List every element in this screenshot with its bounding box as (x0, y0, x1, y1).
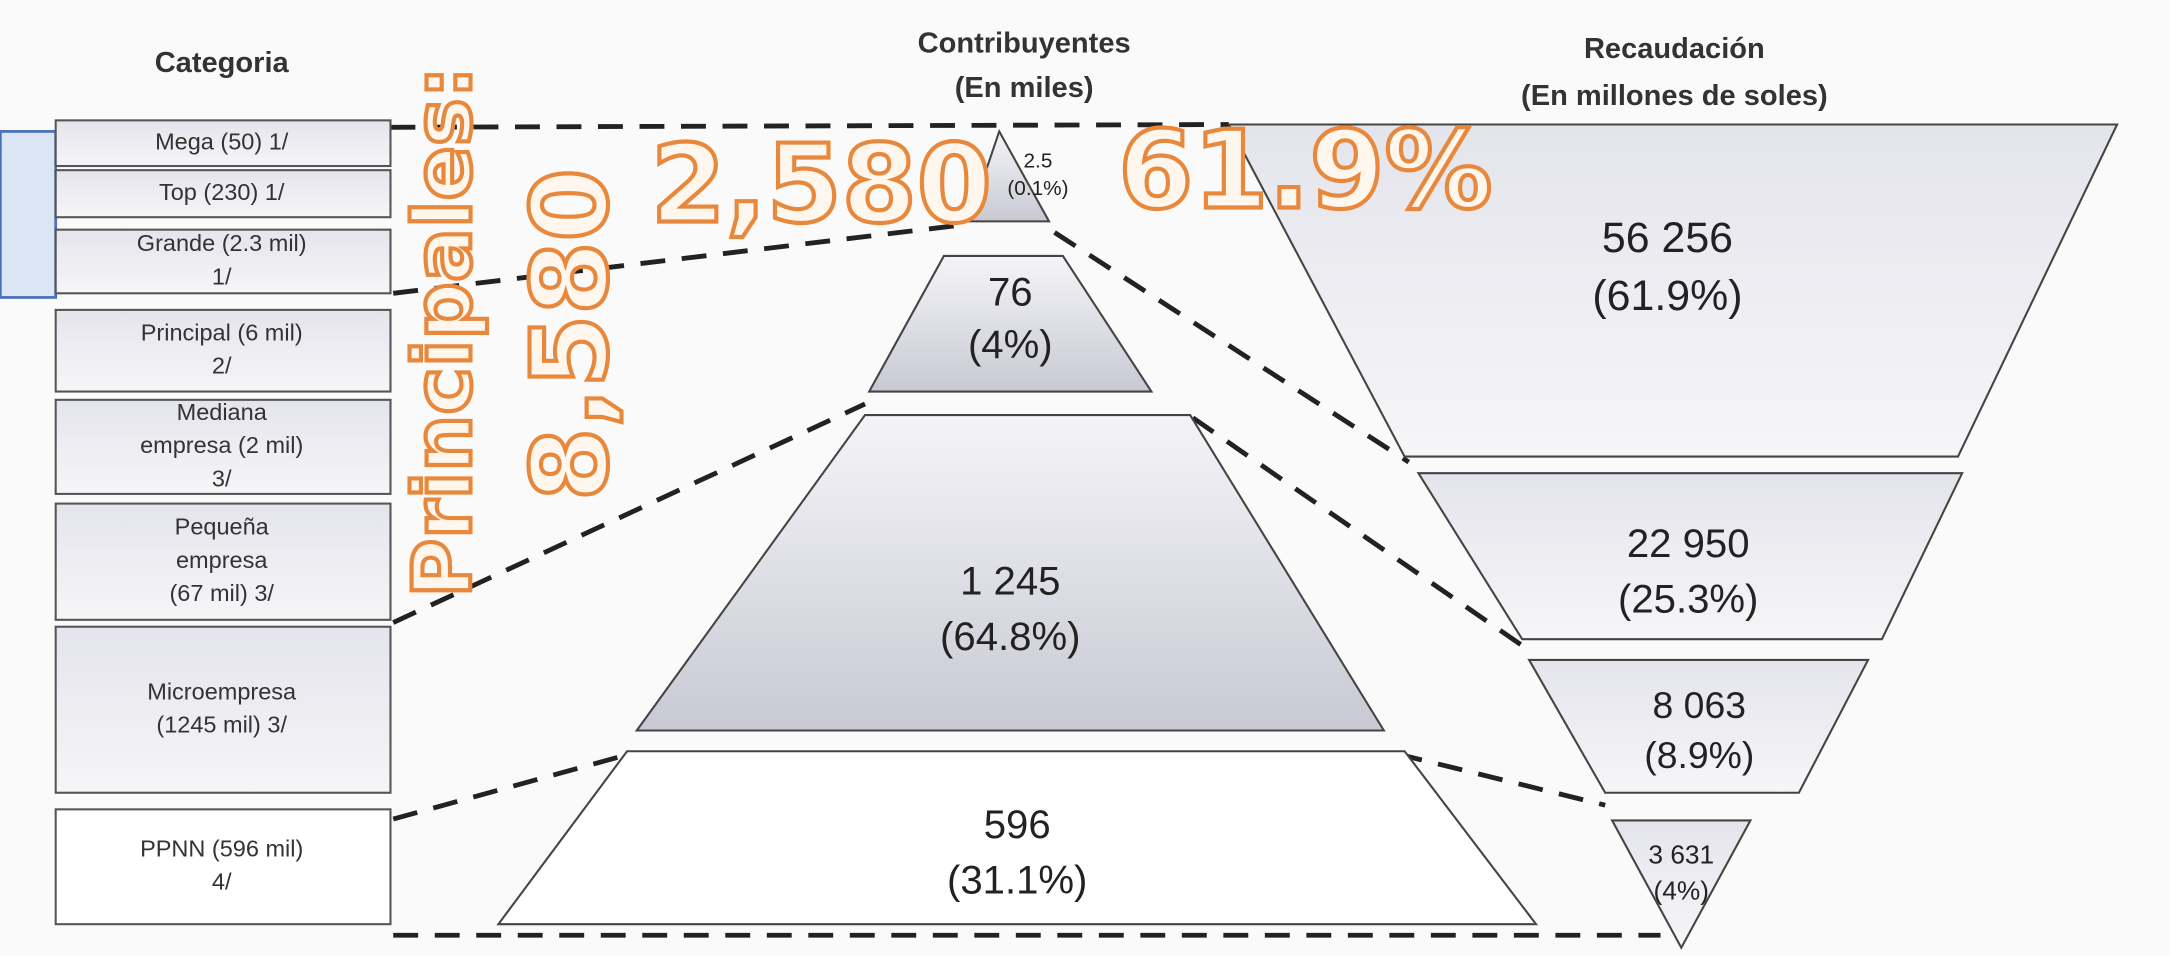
overlay-principales-label: Principales: (397, 66, 490, 597)
revenue-subheader: (En millones de soles) (1521, 80, 1828, 112)
funnel-label: 56 256 (61.9%) (1592, 214, 1742, 320)
revenue-header: Recaudación (1584, 33, 1765, 65)
category-label: Pequeña (175, 514, 270, 540)
pyramid-text: (0.1%) (1007, 177, 1068, 200)
pyramid-text: 76 (988, 269, 1033, 314)
category-box (54, 308, 392, 393)
category-label: Microempresa (147, 678, 297, 704)
funnel-text: (8.9%) (1644, 734, 1754, 776)
taxpayers-header: Contribuyentes (918, 28, 1131, 60)
pyramid-segment (496, 750, 1539, 926)
category-header: Categoria (155, 47, 290, 79)
category-label: Mediana (177, 399, 268, 425)
category-label: empresa (2 mil) (140, 432, 303, 458)
pyramid-label: 2.5 (0.1%) (1007, 149, 1068, 200)
funnel-text: (61.9%) (1592, 272, 1742, 320)
highlight-box (0, 130, 58, 299)
pyramid-text: (64.8%) (940, 614, 1080, 659)
category-label: (67 mil) 3/ (169, 580, 274, 606)
pyramid-text: 2.5 (1024, 149, 1053, 172)
funnel-text: (4%) (1654, 875, 1709, 905)
category-box (54, 228, 392, 295)
category-label: empresa (176, 547, 268, 573)
funnel-label: 8 063 (8.9%) (1644, 684, 1754, 776)
funnel-text: 3 631 (1648, 839, 1714, 869)
category-box (54, 169, 392, 219)
category-label: Top (230) 1/ (159, 179, 285, 205)
funnel-label: 22 950 (25.3%) (1618, 521, 1758, 621)
funnel-text: 56 256 (1602, 214, 1733, 262)
funnel-label: 3 631 (4%) (1648, 839, 1714, 905)
funnel-segment (1610, 819, 1753, 950)
category-label: Principal (6 mil) (141, 319, 303, 345)
funnel-text: 22 950 (1627, 521, 1750, 566)
category-box (54, 625, 392, 794)
category-label: Grande (2.3 mil) (137, 230, 307, 256)
category-label: 1/ (212, 263, 232, 289)
category-label: PPNN (596 mil) (140, 835, 303, 861)
pyramid-text: 1 245 (960, 558, 1060, 603)
pyramid-segment (634, 414, 1386, 732)
funnel-segment (1416, 472, 1964, 641)
overlay-revenue-share: 61.9% (1118, 109, 1492, 234)
pyramid-text: 596 (984, 802, 1051, 847)
category-label: 2/ (212, 353, 232, 379)
funnel-text: 8 063 (1653, 684, 1746, 726)
pyramid-segment (867, 254, 1154, 393)
pyramid-segment (967, 128, 1051, 223)
category-box (54, 502, 392, 621)
pyramid-label: 1 245 (64.8%) (940, 558, 1080, 658)
category-label: 4/ (212, 869, 232, 895)
dashed-connectors (390, 122, 1661, 938)
funnel-segment (1227, 123, 2119, 458)
funnel-segment (1527, 658, 1870, 794)
pyramid-text: (31.1%) (947, 857, 1087, 902)
pyramid-label: 596 (31.1%) (947, 802, 1087, 902)
funnel-text: (25.3%) (1618, 576, 1758, 621)
overlay-taxpayers-total: 2,580 (651, 122, 992, 247)
category-box (54, 398, 392, 495)
overlay-principales-total: 8,580 (508, 168, 631, 501)
category-label: Mega (50) 1/ (155, 128, 289, 154)
pyramid-text: (4%) (968, 322, 1053, 367)
category-box (54, 808, 392, 926)
pyramid-label: 76 (4%) (968, 269, 1053, 367)
taxpayers-subheader: (En miles) (955, 72, 1094, 104)
category-label: 3/ (212, 465, 232, 491)
category-box (54, 119, 392, 168)
category-label: (1245 mil) 3/ (156, 712, 287, 738)
